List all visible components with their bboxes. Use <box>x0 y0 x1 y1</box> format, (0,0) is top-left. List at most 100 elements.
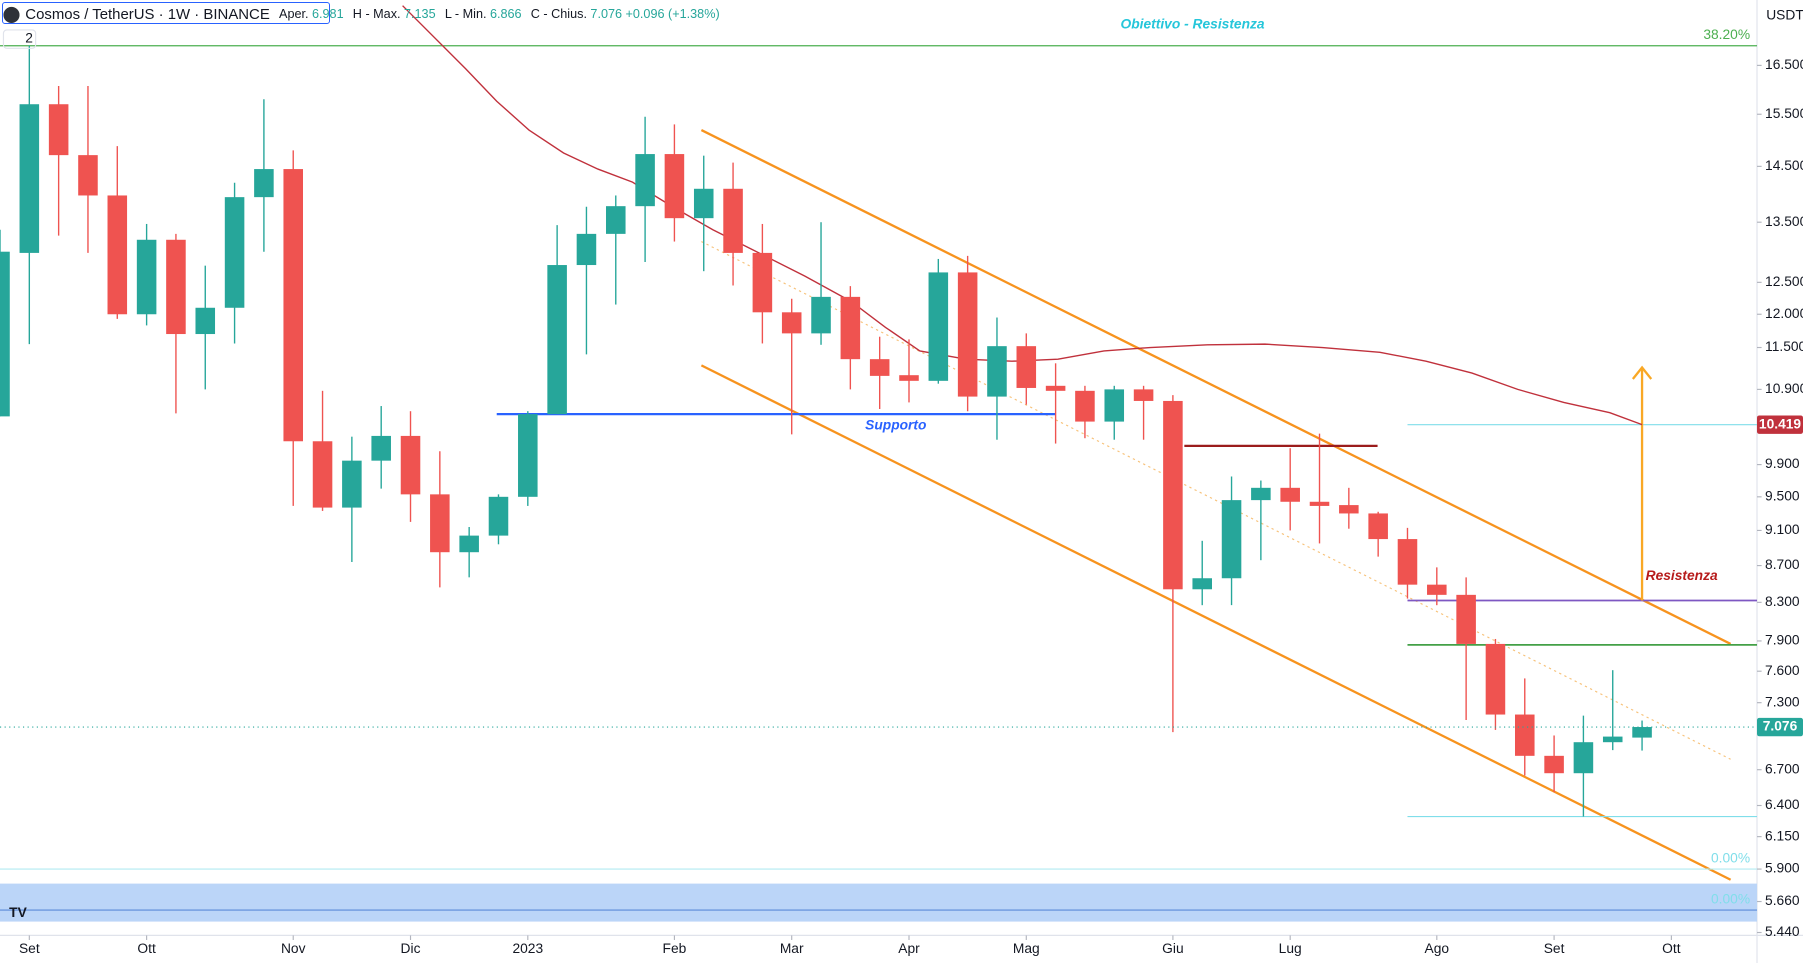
candle-body <box>1602 736 1623 743</box>
candle-body <box>811 296 831 334</box>
candle-body <box>869 359 890 376</box>
fib-label: 0.00% <box>1711 850 1750 865</box>
candle-body <box>1133 389 1154 401</box>
header-high: 7.135 <box>404 7 436 21</box>
last-price-tag-bg <box>1757 717 1803 737</box>
candle-body <box>605 206 626 234</box>
last-price-tag: 7.076 <box>1763 719 1798 734</box>
annotation: Supporto <box>865 418 926 433</box>
candle-body <box>195 307 216 335</box>
candle-body <box>19 104 40 253</box>
x-tick-label: 2023 <box>512 941 543 956</box>
candle-body <box>1573 742 1594 774</box>
x-tick-label: Ago <box>1425 941 1450 956</box>
symbol-box[interactable] <box>2 2 330 24</box>
candle-body <box>1075 390 1095 422</box>
y-tick-label: 7.600 <box>1765 663 1800 678</box>
candle-body <box>166 239 186 335</box>
candle-body <box>430 494 450 553</box>
y-tick-label: 10.900 <box>1765 381 1803 396</box>
y-tick-label: 6.400 <box>1765 797 1800 812</box>
candle-body <box>987 346 1007 397</box>
y-tick-label: 8.300 <box>1765 594 1800 609</box>
x-tick-label: Set <box>1544 941 1565 956</box>
y-tick-label: 7.300 <box>1765 694 1800 709</box>
candle-body <box>371 435 391 461</box>
candle-body <box>840 296 861 360</box>
candle-body <box>0 251 10 417</box>
header-change: +0.096 (+1.38%) <box>626 7 720 21</box>
arrow-head <box>1631 365 1653 380</box>
y-tick-label: 6.700 <box>1765 761 1800 776</box>
candle-body <box>136 239 157 315</box>
candle-body <box>1339 505 1359 514</box>
indicators-box[interactable] <box>2 29 37 49</box>
pane-label: 0.00% <box>1711 891 1750 906</box>
legend-header: Cosmos / TetherUS · 1W · BINANCE Aper. 6.9… <box>25 6 719 23</box>
candle-body <box>957 272 978 397</box>
x-tick-label: Ott <box>1662 941 1681 956</box>
candle-body <box>1104 389 1125 422</box>
candle-body <box>342 460 362 508</box>
candle-body <box>1368 513 1388 540</box>
candle-body <box>224 197 245 308</box>
fib-label: 38.20% <box>1703 27 1750 42</box>
y-tick-label: 14.500 <box>1765 158 1803 173</box>
x-tick-label: Lug <box>1279 941 1302 956</box>
x-tick-label: Apr <box>898 941 920 956</box>
ma-price-tag-bg <box>1757 415 1803 434</box>
header-high-label: H - Max. <box>353 7 401 21</box>
candle-body <box>1544 755 1564 774</box>
candle-body <box>400 435 421 495</box>
indicator-pane <box>0 883 1758 922</box>
candle-body <box>1221 500 1242 579</box>
candle-body <box>899 375 919 381</box>
y-tick-label: 6.150 <box>1765 828 1800 843</box>
y-tick-label: 15.500 <box>1765 106 1803 121</box>
candle-body <box>723 188 743 253</box>
header-open-label: Aper. <box>279 7 309 21</box>
candle-body <box>1485 643 1506 715</box>
candle-body <box>78 155 98 196</box>
y-tick-label: 5.660 <box>1765 893 1800 908</box>
y-tick-label: 13.500 <box>1765 214 1803 229</box>
candle-body <box>1192 578 1212 590</box>
x-tick-label: Giu <box>1162 941 1183 956</box>
x-tick-label: Feb <box>663 941 687 956</box>
drawing-line <box>700 129 1732 645</box>
currency: USDT <box>1766 8 1803 23</box>
tv-logo: TV <box>9 905 27 920</box>
candle-body <box>1397 539 1418 585</box>
y-tick-label: 9.500 <box>1765 488 1800 503</box>
header-symbol: Cosmos / TetherUS · 1W · BINANCE <box>25 6 270 23</box>
y-tick-label: 5.440 <box>1765 924 1800 939</box>
drawing-line <box>701 241 1731 760</box>
candle-body <box>488 496 509 536</box>
candle-body <box>547 265 567 415</box>
x-tick-label: Nov <box>281 941 306 956</box>
symbol-icon <box>3 6 20 24</box>
x-tick-label: Ott <box>137 941 156 956</box>
candle-body <box>928 272 949 381</box>
candle-body <box>1632 727 1652 738</box>
y-tick-label: 12.500 <box>1765 274 1803 289</box>
candle-body <box>48 104 69 156</box>
header-low: 6.866 <box>490 7 522 21</box>
candle-body <box>576 233 597 266</box>
candle-body <box>1280 487 1300 502</box>
x-tick-label: Set <box>19 941 40 956</box>
candle-body <box>664 154 685 219</box>
candle-body <box>635 154 655 207</box>
y-tick-label: 12.000 <box>1765 306 1803 321</box>
y-tick-label: 5.900 <box>1765 861 1800 876</box>
candle-body <box>1045 385 1066 391</box>
header-low-label: L - Min. <box>445 7 487 21</box>
ma-price-tag: 10.419 <box>1759 416 1802 431</box>
candle-body <box>459 535 479 553</box>
x-tick-label: Mar <box>780 941 804 956</box>
candle-body <box>283 169 303 442</box>
indicators-count: 2 <box>25 31 33 46</box>
header-open: 6.981 <box>312 7 344 21</box>
